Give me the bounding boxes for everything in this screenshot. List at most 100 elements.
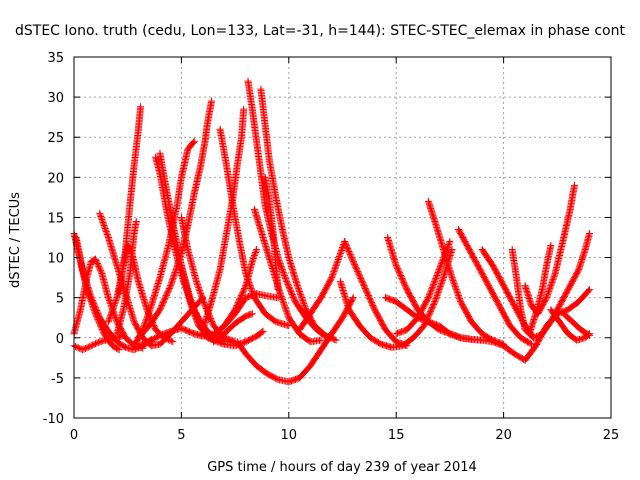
- data-point: [86, 342, 94, 350]
- data-point: [92, 257, 100, 265]
- data-point: [143, 314, 151, 322]
- data-point: [252, 249, 260, 257]
- data-point: [196, 288, 204, 296]
- data-point: [289, 292, 297, 300]
- data-point: [108, 307, 116, 315]
- data-point: [98, 217, 106, 225]
- data-point: [91, 255, 99, 263]
- data-point: [240, 105, 248, 113]
- data-point: [93, 307, 101, 315]
- data-point: [242, 270, 250, 278]
- x-tick-label: 0: [70, 428, 78, 443]
- data-point: [207, 315, 215, 323]
- data-point: [192, 314, 200, 322]
- data-point: [97, 214, 105, 222]
- data-point: [107, 312, 115, 320]
- data-point: [195, 284, 203, 292]
- series-track: [134, 97, 215, 342]
- data-point: [290, 295, 298, 303]
- x-tick-label: 5: [177, 428, 185, 443]
- data-point: [284, 282, 292, 290]
- data-point: [88, 297, 96, 305]
- data-point: [94, 261, 102, 269]
- data-point: [189, 307, 197, 315]
- data-point: [106, 313, 114, 321]
- data-point: [93, 308, 101, 316]
- data-point: [87, 342, 95, 350]
- x-tick-label: 10: [281, 428, 298, 443]
- data-point: [282, 276, 290, 284]
- data-point: [97, 268, 105, 276]
- data-point: [283, 279, 291, 287]
- data-point: [145, 309, 153, 317]
- data-point: [194, 281, 202, 289]
- data-point: [80, 345, 88, 353]
- data-point: [249, 289, 257, 297]
- data-point: [289, 293, 297, 301]
- data-point: [104, 232, 112, 240]
- data-point: [163, 335, 171, 343]
- data-point: [112, 297, 120, 305]
- data-point: [132, 217, 140, 225]
- data-point: [97, 267, 105, 275]
- y-tick-label: 15: [47, 211, 64, 226]
- y-tick-label: 20: [47, 171, 64, 186]
- y-tick-label: -5: [51, 372, 64, 387]
- data-point: [191, 311, 199, 319]
- data-point: [142, 315, 150, 323]
- y-tick-label: 35: [47, 51, 64, 66]
- series-track: [70, 255, 147, 352]
- data-point: [110, 301, 118, 309]
- data-point: [199, 297, 207, 305]
- data-point: [188, 302, 196, 310]
- data-point: [99, 218, 107, 226]
- data-point: [195, 285, 203, 293]
- chart-title: dSTEC Iono. truth (cedu, Lon=133, Lat=-3…: [15, 23, 625, 39]
- data-point: [197, 291, 205, 299]
- data-point: [278, 264, 286, 272]
- data-point: [189, 138, 197, 146]
- data-point: [279, 269, 287, 277]
- series-track: [113, 217, 140, 338]
- data-point: [192, 316, 200, 324]
- data-point: [91, 340, 99, 348]
- data-point: [144, 311, 152, 319]
- data-point: [90, 299, 98, 307]
- data-point: [145, 308, 153, 316]
- data-point: [288, 289, 296, 297]
- data-point: [200, 300, 208, 308]
- data-point: [95, 262, 103, 270]
- x-tick-label: 25: [603, 428, 620, 443]
- data-point: [104, 318, 112, 326]
- data-point: [108, 309, 116, 317]
- y-tick-label: 5: [56, 292, 64, 307]
- data-point: [98, 325, 106, 333]
- data-point: [208, 319, 216, 327]
- data-point: [114, 345, 122, 353]
- data-point: [245, 277, 253, 285]
- data-point: [277, 263, 285, 271]
- data-point: [95, 264, 103, 272]
- data-point: [102, 227, 110, 235]
- series-track: [70, 331, 127, 354]
- data-point: [193, 317, 201, 325]
- data-point: [109, 304, 117, 312]
- data-point: [197, 290, 205, 298]
- y-tick-label: 10: [47, 252, 64, 267]
- data-point: [111, 300, 119, 308]
- data-point: [93, 258, 101, 266]
- data-point: [166, 336, 174, 344]
- data-point: [248, 258, 256, 266]
- data-point: [137, 103, 145, 111]
- data-point: [187, 301, 195, 309]
- data-point: [98, 215, 106, 223]
- data-point: [277, 261, 285, 269]
- data-point: [109, 306, 117, 314]
- data-point: [88, 295, 96, 303]
- data-point: [190, 137, 198, 145]
- data-point: [81, 344, 89, 352]
- data-point: [198, 293, 206, 301]
- data-point: [194, 282, 202, 290]
